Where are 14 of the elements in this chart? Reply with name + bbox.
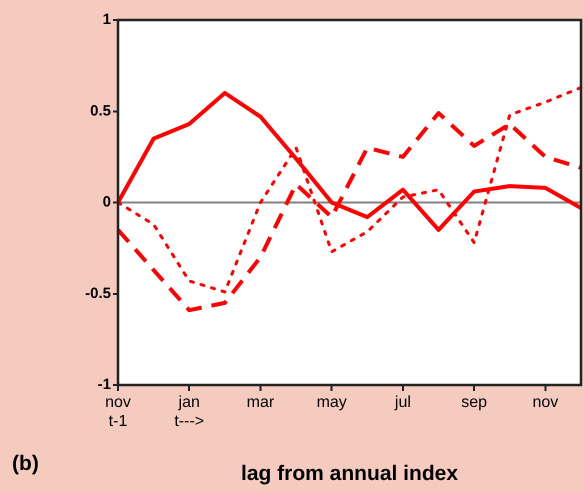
text: (b) [12,452,39,475]
x-tick-label: may [316,394,347,412]
x-tick-label: sep [461,394,488,412]
x-tick-label: jul [394,394,411,412]
x-tick-label: jan t---> [174,394,204,430]
y-tick-label: 1 [102,11,111,28]
y-tick-label: -1 [98,376,111,394]
x-axis-title: lag from annual index [240,462,458,486]
y-tick-label: 0 [102,194,111,211]
x-tick-label: mar [246,394,275,412]
x-tick-label: nov [532,394,558,412]
y-tick-label: -0.5 [85,284,111,302]
x-tick-label: nov t-1 [105,394,131,430]
y-tick-label: 0.5 [90,102,111,120]
